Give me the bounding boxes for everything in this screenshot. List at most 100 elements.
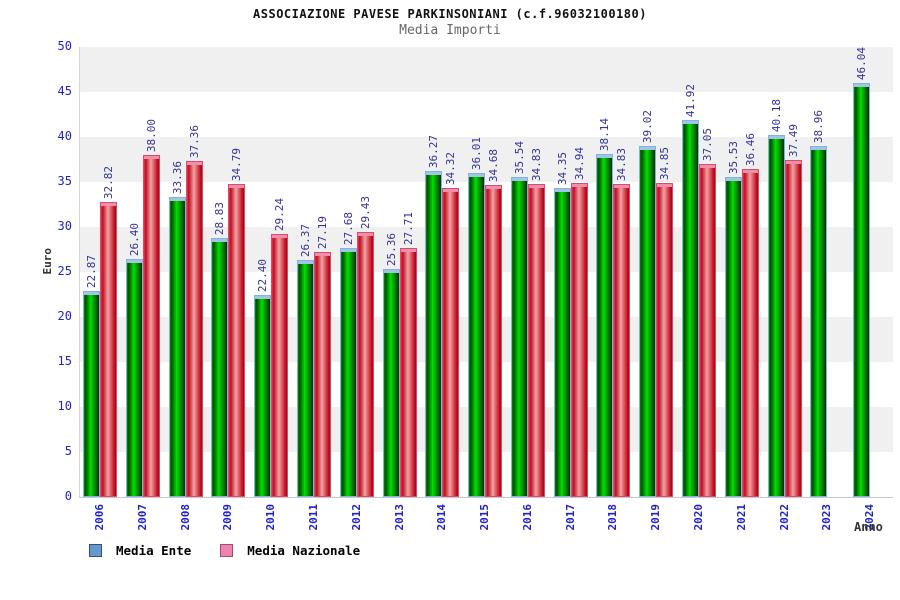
- bar-media-ente: [211, 238, 228, 497]
- y-tick-label: 10: [57, 399, 72, 413]
- bar-cap: [486, 186, 501, 189]
- bar-media-nazionale: [742, 169, 759, 497]
- y-tick-label: 50: [57, 39, 72, 53]
- bar-value-label: 28.83: [213, 201, 226, 235]
- bar-value-label: 41.92: [684, 83, 697, 117]
- bar-cap: [401, 249, 416, 252]
- bar-cap: [229, 185, 244, 188]
- bar-media-ente: [254, 295, 271, 497]
- bar-cap: [358, 233, 373, 236]
- y-tick-label: 35: [57, 174, 72, 188]
- bar-cap: [657, 184, 672, 187]
- x-tick-year: 2016: [521, 504, 534, 531]
- x-tick-year: 2017: [564, 504, 577, 531]
- bar-cap: [469, 174, 484, 177]
- bar-value-label: 37.36: [188, 124, 201, 158]
- bar-media-ente: [425, 171, 442, 497]
- chart-title: ASSOCIAZIONE PAVESE PARKINSONIANI (c.f.9…: [253, 7, 647, 21]
- bar-cap: [272, 235, 287, 238]
- bar-media-ente: [511, 177, 528, 497]
- bar-cap: [315, 253, 330, 256]
- bar-value-label: 37.49: [787, 123, 800, 157]
- bar-cap: [212, 239, 227, 242]
- bar-value-label: 29.43: [359, 195, 372, 229]
- bar-value-label: 36.01: [470, 136, 483, 170]
- bar-value-label: 22.87: [85, 254, 98, 288]
- bar-cap: [614, 185, 629, 188]
- bar-cap: [144, 156, 159, 159]
- bar-value-label: 27.68: [342, 211, 355, 245]
- x-tick-year: 2018: [606, 504, 619, 531]
- bar-value-label: 40.18: [770, 98, 783, 132]
- bar-value-label: 27.71: [402, 211, 415, 245]
- bar-media-ente: [853, 83, 870, 497]
- x-tick-year: 2007: [136, 504, 149, 531]
- bar-value-label: 34.83: [615, 147, 628, 181]
- x-tick-year: 2022: [778, 504, 791, 531]
- bar-cap: [786, 161, 801, 164]
- bar-media-ente: [596, 154, 613, 497]
- bar-value-label: 35.53: [727, 140, 740, 174]
- bar-media-nazionale: [400, 248, 417, 497]
- bar-media-ente: [682, 120, 699, 497]
- bar-media-nazionale: [186, 161, 203, 497]
- bar-cap: [529, 185, 544, 188]
- bar-value-label: 38.14: [598, 117, 611, 151]
- bar-value-label: 34.85: [658, 146, 671, 180]
- bar-value-label: 39.02: [641, 109, 654, 143]
- bar-value-label: 38.00: [145, 118, 158, 152]
- x-tick-year: 2015: [478, 504, 491, 531]
- bar-cap: [811, 147, 826, 150]
- bar-value-label: 36.27: [427, 134, 440, 168]
- bar-value-label: 36.46: [744, 132, 757, 166]
- y-tick-label: 5: [64, 444, 72, 458]
- x-tick-year: 2019: [649, 504, 662, 531]
- x-tick-year: 2008: [179, 504, 192, 531]
- x-tick-year: 2010: [264, 504, 277, 531]
- y-tick-label: 0: [64, 489, 72, 503]
- bar-value-label: 34.68: [487, 148, 500, 182]
- legend: Media Ente Media Nazionale: [89, 543, 360, 558]
- bar-media-ente: [554, 188, 571, 497]
- bar-cap: [640, 147, 655, 150]
- bar-value-label: 32.82: [102, 165, 115, 199]
- bar-media-ente: [169, 197, 186, 497]
- bar-media-nazionale: [571, 183, 588, 497]
- bar-cap: [255, 296, 270, 299]
- legend-label-media-ente: Media Ente: [116, 543, 192, 558]
- bar-media-ente: [468, 173, 485, 497]
- bar-media-nazionale: [442, 188, 459, 497]
- bar-media-ente: [725, 177, 742, 497]
- x-tick-year: 2014: [435, 504, 448, 531]
- bar-cap: [597, 155, 612, 158]
- bar-value-label: 46.04: [855, 46, 868, 80]
- bar-value-label: 35.54: [513, 140, 526, 174]
- bar-cap: [555, 189, 570, 192]
- bar-media-nazionale: [228, 184, 245, 497]
- bar-value-label: 26.40: [128, 222, 141, 256]
- bar-media-nazionale: [314, 252, 331, 497]
- bar-media-ente: [297, 260, 314, 497]
- bar-value-label: 26.37: [299, 223, 312, 257]
- bar-media-nazionale: [357, 232, 374, 497]
- y-tick-label: 30: [57, 219, 72, 233]
- bar-cap: [170, 198, 185, 201]
- bar-cap: [127, 260, 142, 263]
- x-tick-year: 2020: [692, 504, 705, 531]
- y-axis-title: Euro: [41, 248, 54, 275]
- bar-value-label: 22.40: [256, 258, 269, 292]
- bar-value-label: 34.94: [573, 146, 586, 180]
- plot-area: 22.87 26.40 33.36 28.83 22.40 26.37 27.68 25.36…: [79, 47, 893, 498]
- bar-value-label: 34.79: [230, 147, 243, 181]
- x-tick-year: 2012: [350, 504, 363, 531]
- bar-cap: [683, 121, 698, 124]
- bar-cap: [101, 203, 116, 206]
- bar-cap: [769, 136, 784, 139]
- bar-value-label: 34.35: [556, 151, 569, 185]
- x-tick-year: 2013: [393, 504, 406, 531]
- legend-swatch-media-ente: [89, 544, 102, 557]
- bar-media-ente: [340, 248, 357, 497]
- bar-media-nazionale: [143, 155, 160, 497]
- x-tick-year: 2011: [307, 504, 320, 531]
